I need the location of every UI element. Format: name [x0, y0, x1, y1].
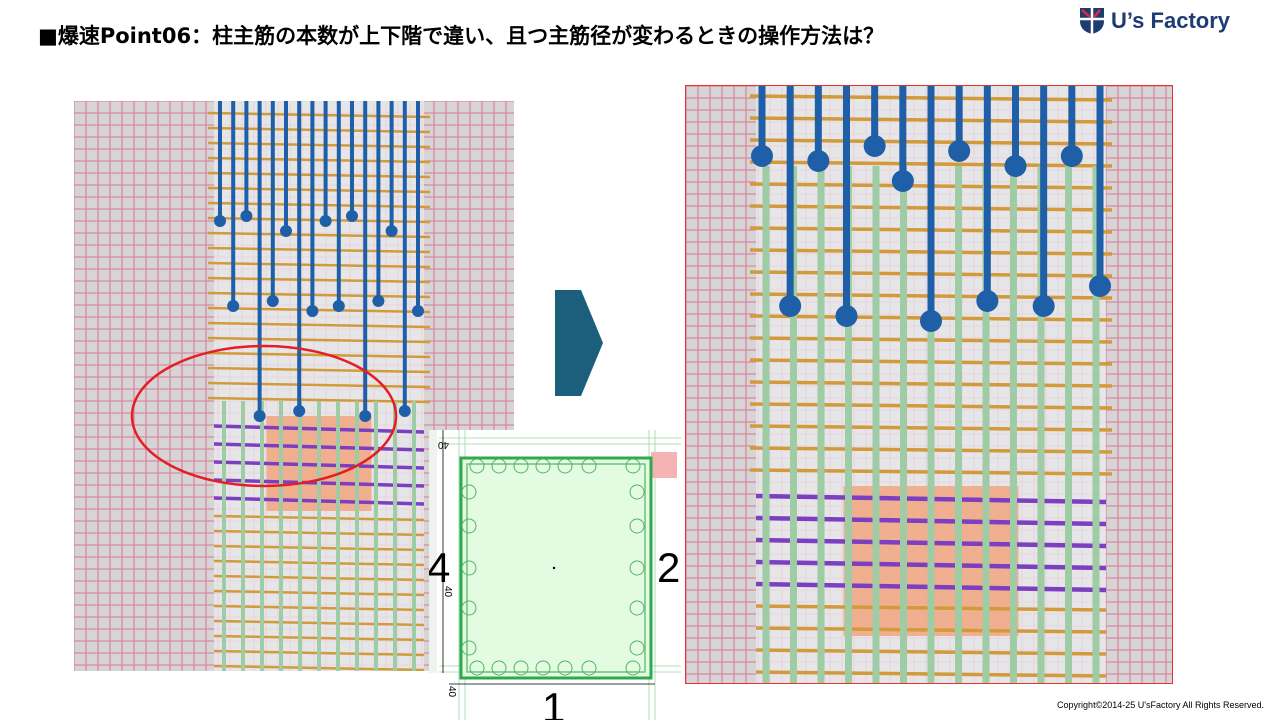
axis-label-bottom: 1: [542, 684, 565, 720]
adjacent-member-marker: [651, 452, 677, 478]
rebar-3d-view-after: [685, 85, 1173, 684]
arrow-shape: [555, 290, 603, 396]
dim-bottom: 40: [446, 686, 457, 698]
shield-logo-icon: [1080, 8, 1104, 34]
axis-label-left: 4: [429, 544, 450, 591]
copyright-notice: Copyright©2014-25 U'sFactory All Rights …: [1057, 700, 1264, 710]
brand-logo: U’s Factory: [1079, 7, 1230, 35]
right-arrow-icon: [555, 290, 603, 396]
column-outline: [459, 456, 653, 680]
dim-left: 40: [442, 586, 453, 598]
page-title: ■爆速Point06：柱主筋の本数が上下階で違い、且つ主筋径が変わるときの操作方…: [38, 24, 885, 48]
column-plan-section: 40 40 40 4 2 1: [429, 430, 681, 720]
rebar-after-illustration: [686, 86, 1172, 683]
brand-name: U’s Factory: [1111, 8, 1231, 33]
rebar-before-illustration: [74, 101, 514, 671]
axis-label-right: 2: [657, 544, 680, 591]
dim-top: 40: [437, 439, 449, 450]
rebar-3d-view-before: [74, 101, 514, 671]
